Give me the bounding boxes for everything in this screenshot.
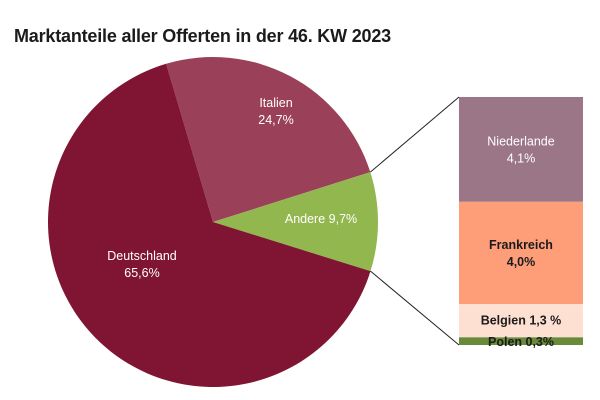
bar-label-text: Belgien 1,3 %	[481, 314, 562, 328]
bar-segment-polen	[459, 337, 583, 345]
bar-label-belgien: Belgien 1,3 %	[481, 314, 562, 328]
bar-label-value: 4,0%	[507, 255, 536, 269]
slice-label-text: Andere 9,7%	[285, 212, 357, 226]
chart-title: Marktanteile aller Offerten in der 46. K…	[14, 26, 391, 46]
pie-slice-italien	[166, 57, 371, 223]
slice-label-italien: Italien 24,7%	[258, 96, 293, 127]
slice-name: Italien	[259, 96, 292, 110]
bar-label-niederlande: Niederlande 4,1%	[487, 134, 554, 165]
slice-label-andere: Andere 9,7%	[285, 212, 357, 226]
bar-label-name: Niederlande	[487, 134, 554, 148]
slice-name: Deutschland	[107, 249, 177, 263]
bar-segment-belgien	[459, 304, 583, 338]
connector-line-bottom	[370, 270, 460, 346]
bar-segment-frankreich	[459, 201, 583, 305]
slice-value: 24,7%	[258, 113, 293, 127]
bar-segment-niederlande	[459, 97, 583, 202]
pie-slice-deutschland	[47, 63, 371, 388]
connector-line-top	[369, 96, 460, 173]
slice-value: 65,6%	[124, 266, 159, 280]
bar-label-text: Polen 0,3%	[488, 335, 554, 349]
slice-label-deutschland: Deutschland 65,6%	[107, 249, 177, 280]
bar-label-polen: Polen 0,3%	[488, 335, 554, 349]
bar-label-name: Frankreich	[489, 238, 553, 252]
bar-label-value: 4,1%	[507, 151, 536, 165]
pie-slice-andere	[213, 172, 378, 272]
bar-label-frankreich: Frankreich 4,0%	[489, 238, 553, 269]
